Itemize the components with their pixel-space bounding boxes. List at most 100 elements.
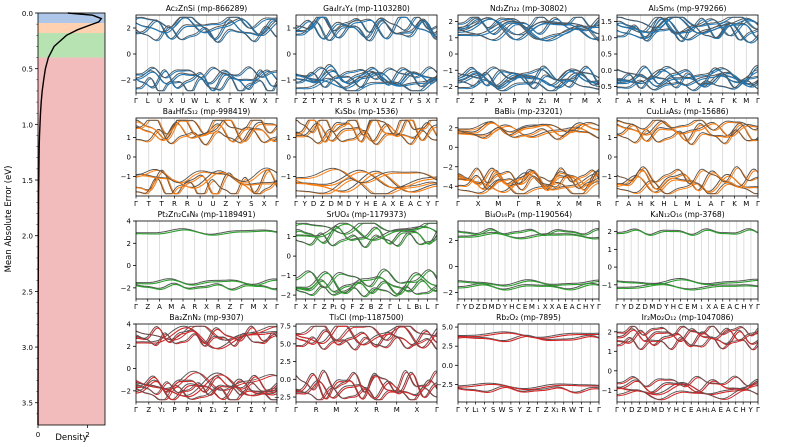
reference-band-line xyxy=(295,369,438,393)
band-ytick-label: 0 xyxy=(287,253,291,261)
kpoint-label: T xyxy=(328,97,334,105)
kpoint-label: D xyxy=(346,200,351,208)
kpoint-label: W xyxy=(499,406,506,414)
predicted-band-line xyxy=(295,119,437,136)
kpoint-label: U xyxy=(157,97,162,105)
reference-band-line xyxy=(457,120,600,137)
kpoint-label: E xyxy=(523,303,527,311)
band-ytick-label: 2 xyxy=(127,343,131,351)
reference-band-line xyxy=(457,334,600,341)
kpoint-label: Y xyxy=(748,303,754,311)
kpoint-label: Z xyxy=(322,303,327,311)
kpoint-label: Γ xyxy=(240,303,244,311)
kpoint-label: R xyxy=(561,406,566,414)
kpoint-label: M xyxy=(489,303,495,311)
band-panel-title: K₃Sb₆ (mp-1536) xyxy=(335,107,398,116)
kpoint-label: H xyxy=(671,303,676,311)
kpoint-label: Γ xyxy=(237,406,241,414)
kpoint-label: Γ xyxy=(756,97,760,105)
predicted-band-line xyxy=(616,376,759,388)
reference-band-line xyxy=(135,25,278,43)
predicted-band-line xyxy=(136,327,278,345)
band-ytick-label: −2 xyxy=(121,77,131,85)
reference-band-line xyxy=(295,285,438,297)
band-ytick-label: 0.0 xyxy=(601,67,612,75)
predicted-band-line xyxy=(295,119,438,143)
kpoint-label: B₁ xyxy=(414,303,422,311)
reference-band-line xyxy=(616,72,759,89)
predicted-band-line xyxy=(616,122,759,138)
kpoint-label: Z xyxy=(359,303,364,311)
kpoint-label: A xyxy=(696,406,701,414)
kpoint-label: Y xyxy=(464,406,470,414)
kpoint-label: Z xyxy=(476,303,481,311)
band-panel-frame xyxy=(135,323,278,403)
kpoint-label: C xyxy=(681,406,686,414)
kpoint-label: ₁ xyxy=(537,303,540,311)
kpoint-label: Γ xyxy=(400,97,404,105)
band-ytick-label: 4 xyxy=(127,218,132,226)
predicted-band-line xyxy=(616,279,758,286)
reference-band-line xyxy=(616,180,759,195)
kpoint-label: B xyxy=(369,303,374,311)
kpoint-label: X xyxy=(414,406,419,414)
band-ytick-label: 7.5 xyxy=(280,323,291,331)
band-ytick-label: 0.0 xyxy=(442,362,453,370)
kpoint-label: Y xyxy=(425,200,431,208)
kpoint-label: X xyxy=(543,303,548,311)
band-panel-title: Bi₄O₁₆P₄ (mp-1190564) xyxy=(485,210,572,219)
reference-band-line xyxy=(616,65,759,81)
kpoint-label: C xyxy=(417,200,422,208)
kpoint-label: D xyxy=(659,406,664,414)
mae-band-worst xyxy=(38,57,105,426)
reference-band-line xyxy=(457,228,600,236)
reference-band-line xyxy=(135,381,278,396)
kpoint-label: Γ xyxy=(721,97,725,105)
kpoint-label: P xyxy=(172,406,176,414)
kpoint-label: Y xyxy=(462,303,468,311)
band-ytick-label: 0 xyxy=(608,264,612,272)
band-ytick-label: −1 xyxy=(281,173,291,181)
kpoint-label: Γ xyxy=(615,97,619,105)
kpoint-label: M xyxy=(684,97,690,105)
kpoint-label: Γ xyxy=(597,406,601,414)
mae-band-good xyxy=(38,23,105,34)
reference-band-line xyxy=(295,325,438,349)
band-ytick-label: −4 xyxy=(443,183,454,191)
band-ytick-label: 0 xyxy=(127,365,131,373)
band-ytick-label: 1 xyxy=(608,134,612,142)
band-panel-frame xyxy=(457,220,600,300)
kpoint-label: Z xyxy=(378,303,383,311)
kpoint-label: Γ xyxy=(275,303,279,311)
band-panel-title: Rb₂O₂ (mp-7895) xyxy=(496,313,561,322)
kpoint-label: C xyxy=(516,303,521,311)
predicted-band-line xyxy=(295,16,438,40)
reference-band-line xyxy=(616,388,759,400)
kpoint-label: R xyxy=(536,200,541,208)
kpoint-label: M xyxy=(582,97,588,105)
band-ytick-label: 0 xyxy=(449,263,453,271)
kpoint-label: M xyxy=(651,406,657,414)
reference-band-line xyxy=(135,66,278,78)
kpoint-label: L xyxy=(205,97,209,105)
kpoint-label: S xyxy=(509,406,514,414)
reference-band-line xyxy=(616,23,759,42)
reference-band-line xyxy=(616,119,759,131)
reference-band-line xyxy=(295,71,438,88)
predicted-band-line xyxy=(616,25,759,43)
kpoint-label: Γ xyxy=(435,200,439,208)
kpoint-label: X₁ xyxy=(551,406,559,414)
kpoint-label: X xyxy=(391,200,396,208)
density-ytick-label: 1.0 xyxy=(22,121,33,129)
reference-band-line xyxy=(296,222,438,241)
kpoint-label: M xyxy=(337,200,343,208)
kpoint-label: M xyxy=(743,97,749,105)
density-xtick-label: 0 xyxy=(36,431,40,439)
kpoint-label: K xyxy=(732,97,737,105)
predicted-band-line xyxy=(295,21,438,42)
